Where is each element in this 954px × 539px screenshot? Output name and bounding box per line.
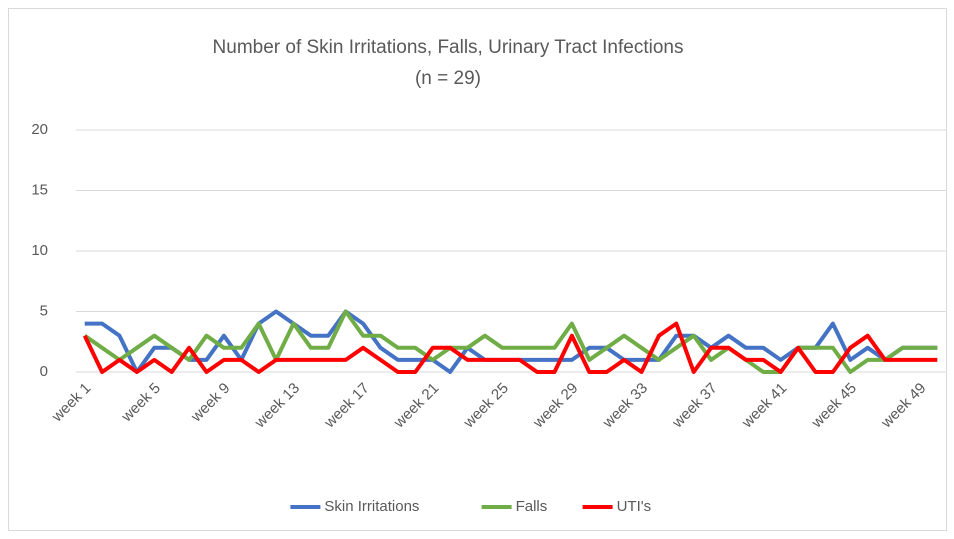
legend-label: Skin Irritations [324,498,419,515]
chart-title: Number of Skin Irritations, Falls, Urina… [213,37,684,58]
y-tick-label: 10 [31,242,48,259]
series-line [82,321,938,374]
legend-label: Falls [516,498,548,515]
y-tick-label: 0 [40,363,48,380]
legend-label: UTI's [617,498,652,515]
y-tick-label: 5 [40,302,48,319]
y-tick-label: 15 [31,181,48,198]
y-tick-label: 20 [31,121,48,138]
chart-border [8,8,947,531]
chart-subtitle: (n = 29) [415,68,481,89]
